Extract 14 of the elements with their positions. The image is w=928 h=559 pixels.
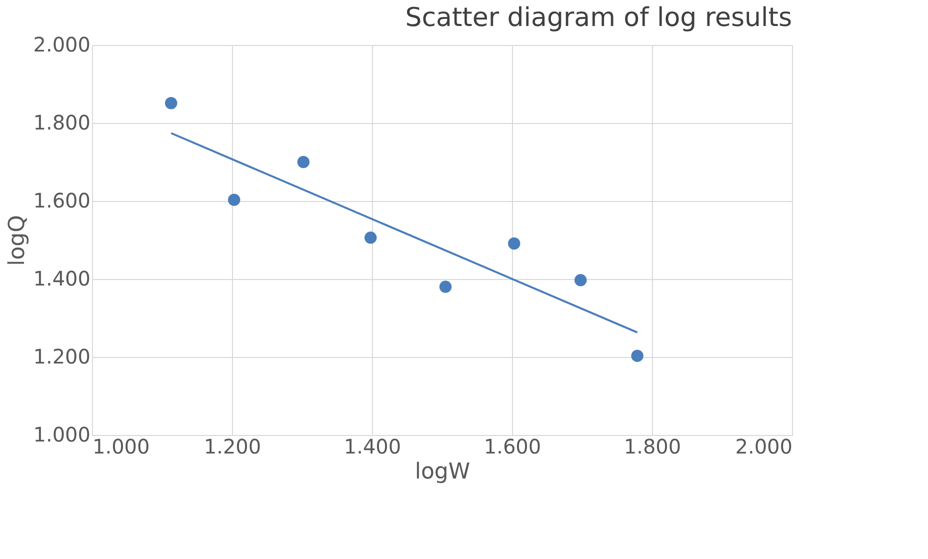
y-tick-label: 1.600 bbox=[33, 188, 90, 212]
x-tick-label: 1.800 bbox=[624, 434, 682, 458]
y-tick-label: 2.000 bbox=[33, 32, 90, 56]
y-tick-label: 1.200 bbox=[33, 344, 90, 368]
y-tick-label: 1.400 bbox=[33, 266, 90, 290]
x-tick-label: 1.000 bbox=[92, 434, 150, 458]
chart-title: Scatter diagram of log results bbox=[405, 3, 792, 33]
x-tick-label: 1.400 bbox=[344, 434, 402, 458]
x-tick-label: 1.600 bbox=[484, 434, 542, 458]
x-tick-label: 2.000 bbox=[735, 434, 792, 458]
x-axis-title: logW bbox=[414, 460, 470, 484]
y-axis-title: logQ bbox=[5, 215, 30, 266]
y-tick-label: 1.800 bbox=[33, 110, 90, 134]
x-tick-label: 1.200 bbox=[204, 434, 262, 458]
